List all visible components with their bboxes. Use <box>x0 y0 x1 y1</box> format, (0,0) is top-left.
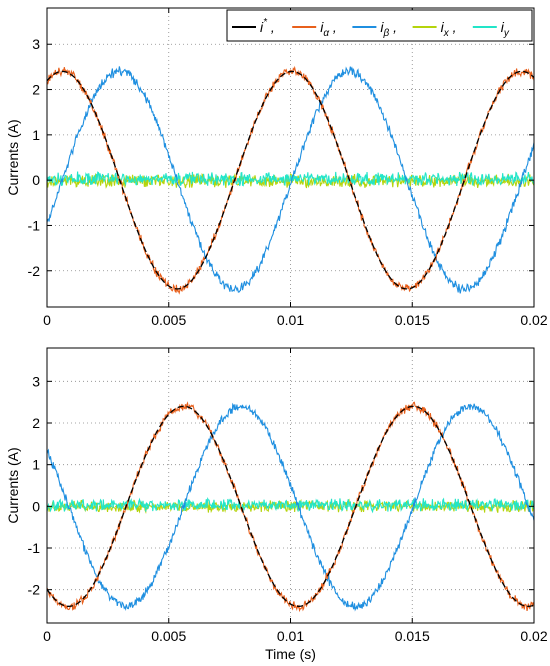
legend-entry: iα , <box>320 19 337 39</box>
x-tick-label: 0 <box>43 628 51 644</box>
x-axis-label: Time (s) <box>265 646 316 662</box>
y-tick-label: -2 <box>28 582 41 598</box>
y-tick-label: 0 <box>32 172 40 188</box>
series-line-y <box>47 496 534 514</box>
legend-entry: i* , <box>260 17 275 35</box>
x-tick-label: 0.015 <box>395 312 430 328</box>
x-tick-label: 0.01 <box>277 628 304 644</box>
y-tick-label: 0 <box>32 498 40 514</box>
plot-area <box>47 8 534 307</box>
top-plot: 0 0.005 0.01 0.015 0.02 -2 -1 0 1 2 3 Currents (A) i… <box>5 7 548 328</box>
series-group <box>47 65 534 295</box>
series-line-ref <box>47 405 534 607</box>
series-group <box>47 401 534 613</box>
y-tick-label: 3 <box>32 373 40 389</box>
x-tick-label: 0 <box>43 312 51 328</box>
legend: i* , iα , iβ , ix , iy <box>226 9 533 42</box>
y-tick-label: -1 <box>28 540 41 556</box>
x-tick-label: 0.005 <box>151 628 186 644</box>
y-tick-label: 1 <box>32 457 40 473</box>
y-tick-label: -2 <box>28 263 41 279</box>
y-tick-label: -1 <box>28 217 41 233</box>
x-tick-label: 0.01 <box>277 312 304 328</box>
legend-entry: ix , <box>441 19 457 39</box>
y-tick-label: 2 <box>32 415 40 431</box>
series-line-y <box>47 171 534 187</box>
bottom-plot: 0 0.005 0.01 0.015 0.02 -2 -1 0 1 2 3 Currents (A) T… <box>5 347 548 662</box>
series-line-ref <box>47 70 534 290</box>
legend-entry: iβ , <box>380 19 397 39</box>
y-axis-label: Currents (A) <box>5 119 21 195</box>
legend-entry: iy <box>501 19 510 39</box>
series-line-x <box>47 172 534 189</box>
x-tick-label: 0.005 <box>151 312 186 328</box>
x-tick-label: 0.015 <box>395 628 430 644</box>
x-tick-label: 0.02 <box>520 628 547 644</box>
legend-box <box>226 9 533 42</box>
y-tick-label: 2 <box>32 82 40 98</box>
y-tick-label: 3 <box>32 36 40 52</box>
y-axis-label: Currents (A) <box>5 447 21 523</box>
series-line-beta <box>47 402 534 612</box>
series-line-beta <box>47 66 534 294</box>
x-tick-label: 0.02 <box>520 312 547 328</box>
y-tick-label: 1 <box>32 127 40 143</box>
